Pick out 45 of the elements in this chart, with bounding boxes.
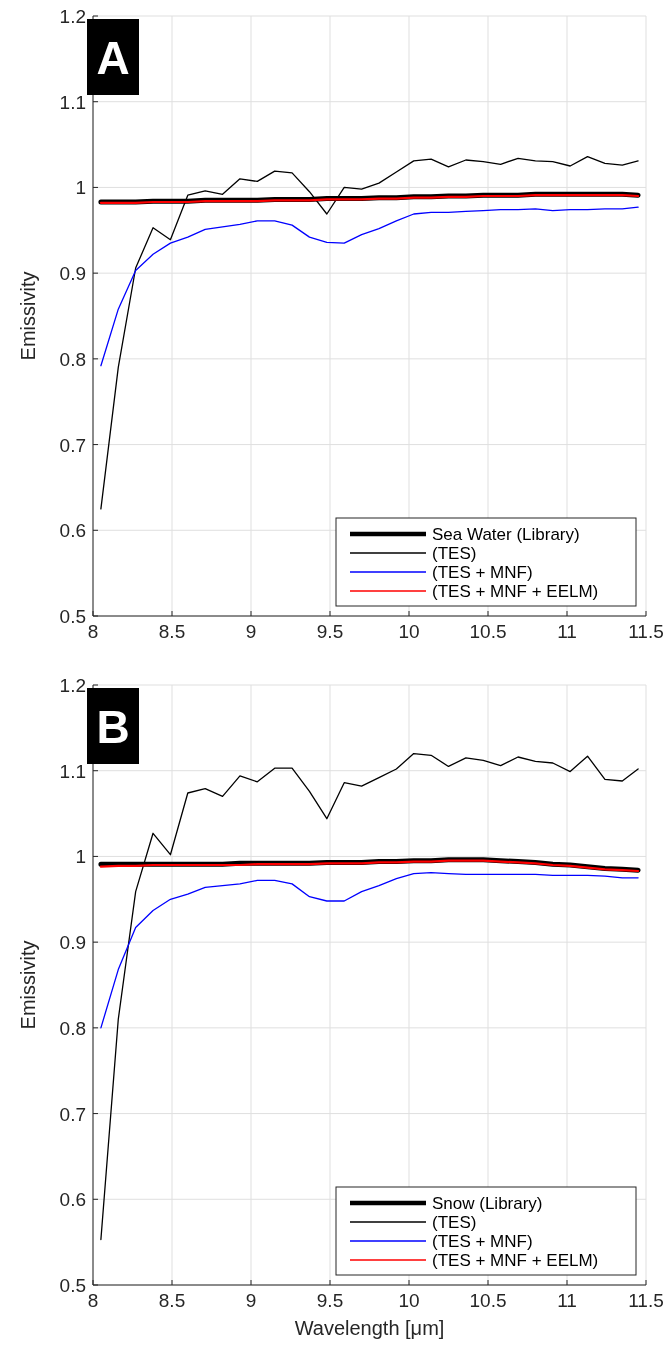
y-tick-label: 0.9 (59, 932, 86, 954)
y-tick-label: 0.9 (59, 263, 86, 285)
y-tick-label: 0.6 (59, 1189, 86, 1211)
x-tick-label: 11.5 (628, 621, 664, 642)
y-tick-label: 0.5 (59, 1275, 86, 1296)
x-tick-label: 8 (87, 621, 99, 642)
x-tick-label: 10.5 (469, 621, 507, 642)
y-tick-label: 1 (75, 846, 86, 868)
legend-label: (TES + MNF) (432, 1232, 533, 1251)
legend-label: (TES + MNF + EELM) (432, 1251, 599, 1270)
y-tick-label: 0.8 (59, 348, 86, 370)
x-tick-label: 8.5 (158, 1290, 186, 1311)
x-tick-label: 9 (245, 621, 257, 642)
y-tick-label: 0.7 (59, 434, 86, 456)
x-tick-label: 8.5 (158, 621, 186, 642)
legend-label: (TES + MNF) (432, 563, 533, 582)
y-tick-label: 1.2 (59, 675, 86, 696)
legend-label: Snow (Library) (432, 1194, 543, 1213)
legend-label: Sea Water (Library) (432, 525, 580, 544)
chart-title: B (96, 701, 130, 753)
y-tick-label: 0.7 (59, 1103, 86, 1125)
legend-label: (TES) (432, 544, 477, 563)
legend-label: (TES) (432, 1213, 477, 1232)
x-tick-label: 11 (557, 1290, 577, 1311)
y-axis-title: Emissivity (17, 940, 39, 1030)
legend-label: (TES + MNF + EELM) (432, 582, 599, 601)
x-tick-label: 9 (245, 1290, 257, 1311)
x-tick-label: 10 (398, 1290, 420, 1311)
y-tick-label: 1 (75, 177, 86, 199)
x-tick-label: 10 (398, 621, 420, 642)
x-axis-title: Wavelength [μm] (294, 1317, 445, 1339)
x-tick-label: 11.5 (628, 1290, 664, 1311)
x-tick-label: 9.5 (316, 621, 344, 642)
x-tick-label: 9.5 (316, 1290, 344, 1311)
y-tick-label: 0.5 (59, 606, 86, 627)
y-tick-label: 0.8 (59, 1017, 86, 1039)
x-tick-label: 10.5 (469, 1290, 507, 1311)
y-tick-label: 0.6 (59, 520, 86, 542)
y-tick-label: 1.1 (59, 91, 86, 113)
chart-title: A (96, 32, 130, 84)
y-tick-label: 1.2 (59, 6, 86, 27)
x-tick-label: 8 (87, 1290, 99, 1311)
y-tick-label: 1.1 (59, 760, 86, 782)
y-axis-title: Emissivity (17, 271, 39, 361)
x-tick-label: 11 (557, 621, 577, 642)
